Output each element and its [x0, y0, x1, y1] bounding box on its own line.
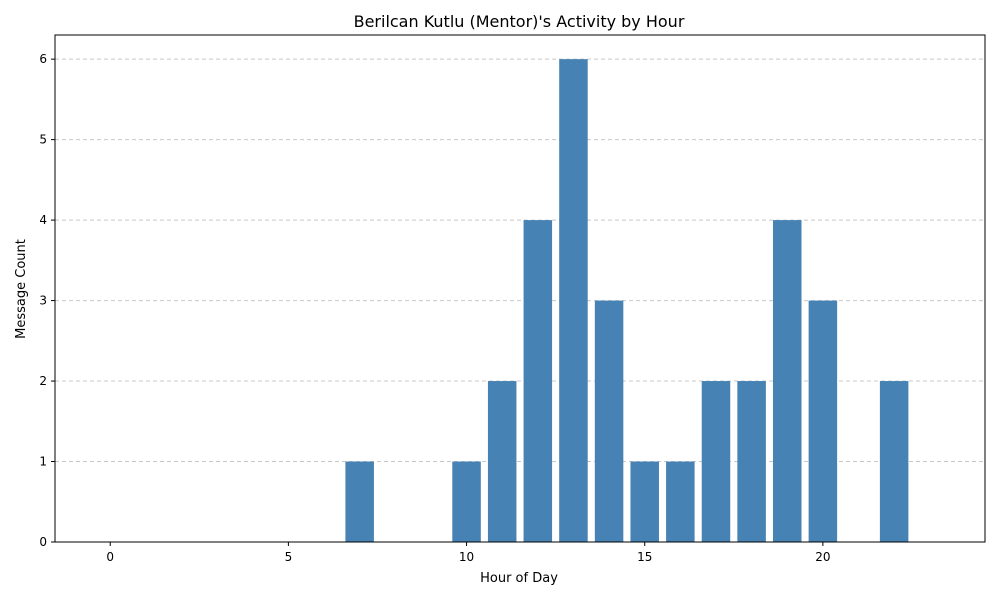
y-tick-label: 2 [39, 374, 47, 388]
bar-hour-18 [737, 381, 766, 542]
bar-hour-11 [487, 381, 517, 542]
x-tick-label: 20 [815, 550, 830, 564]
x-tick-label: 0 [106, 550, 114, 564]
bar-hour-16 [666, 461, 695, 542]
y-tick-label: 4 [39, 213, 47, 227]
x-tick-label: 15 [637, 550, 652, 564]
gridlines [55, 58, 985, 463]
bar-hour-14 [594, 300, 624, 542]
bar-hour-7 [345, 461, 374, 542]
bar-hour-17 [701, 381, 731, 542]
x-tick-label: 5 [285, 550, 293, 564]
y-tick-label: 3 [39, 294, 47, 308]
y-tick-label: 1 [39, 455, 47, 469]
y-axis-label: Message Count [14, 239, 29, 339]
y-tick-label: 5 [39, 133, 47, 147]
bar-hour-15 [630, 461, 659, 542]
x-axis-label: Hour of Day [480, 571, 558, 586]
bars [345, 59, 909, 543]
bar-hour-10 [452, 461, 481, 542]
bar-hour-22 [879, 381, 909, 542]
y-axis-ticks: 0 1 2 3 4 5 6 [39, 52, 55, 549]
bar-hour-12 [523, 220, 553, 542]
plot-frame [54, 34, 986, 543]
bar-hour-13 [559, 59, 588, 543]
bar-hour-20 [808, 300, 838, 542]
bar-hour-19 [772, 220, 802, 542]
y-tick-label: 6 [39, 52, 47, 66]
x-tick-label: 10 [459, 550, 474, 564]
chart-title: Berilcan Kutlu (Mentor)'s Activity by Ho… [354, 12, 685, 31]
y-tick-label: 0 [39, 535, 47, 549]
x-axis-ticks: 0 5 10 15 20 [106, 542, 831, 564]
